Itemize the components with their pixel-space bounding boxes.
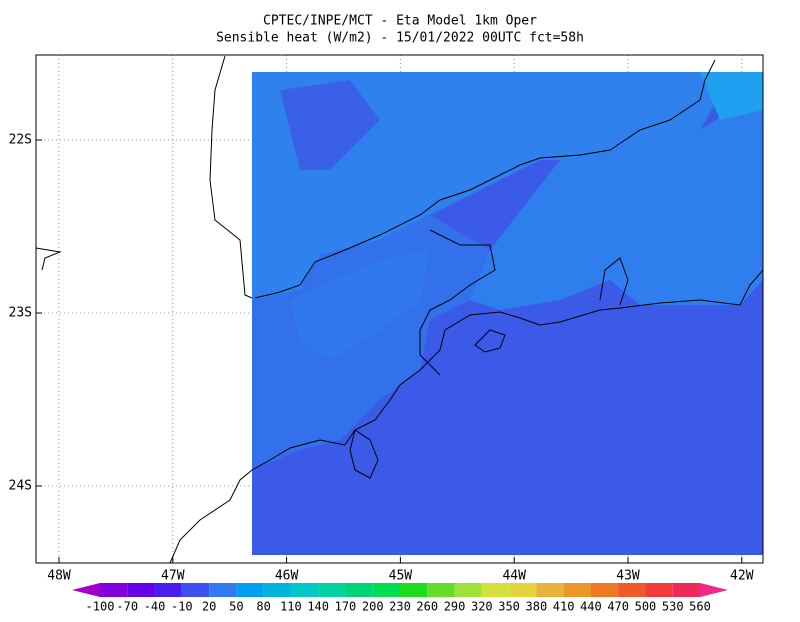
colorbar-arrow [700, 583, 728, 597]
lat-label: 24S [9, 479, 32, 494]
colorbar-box [618, 583, 646, 597]
colorbar-box [154, 583, 182, 597]
lon-label: 46W [275, 569, 299, 584]
colorbar-label: 200 [362, 600, 384, 614]
colorbar-box [290, 583, 319, 597]
colorbar-box [318, 583, 346, 597]
colorbar-label: 110 [280, 600, 302, 614]
colorbar-box [236, 583, 264, 597]
colorbar-box [427, 583, 455, 597]
colorbar-box [372, 583, 400, 597]
colorbar-label: 380 [526, 600, 548, 614]
lon-label: 48W [47, 569, 71, 584]
colorbar-box [127, 583, 155, 597]
field-patch [290, 250, 430, 360]
colorbar-box [209, 583, 237, 597]
state-border [419, 229, 496, 376]
field-land-east [470, 90, 763, 310]
colorbar-label: 170 [335, 600, 357, 614]
coastline [251, 269, 764, 471]
coastline [349, 429, 379, 479]
colorbar-label: 50 [229, 600, 243, 614]
colorbar-label: -10 [171, 600, 193, 614]
colorbar-box [672, 583, 700, 597]
colorbar-label: -70 [116, 600, 138, 614]
colorbar-box [345, 583, 373, 597]
lon-label: 42W [730, 569, 754, 584]
lon-label: 45W [389, 569, 413, 584]
colorbar-label: 500 [635, 600, 657, 614]
colorbar-label: 560 [689, 600, 711, 614]
title: CPTEC/INPE/MCT - Eta Model 1km Oper [263, 14, 537, 29]
colorbar-box [454, 583, 482, 597]
lon-label: 44W [502, 569, 526, 584]
colorbar-box [481, 583, 510, 597]
field-patch [700, 72, 763, 120]
colorbar-box [563, 583, 591, 597]
state-border [209, 55, 253, 299]
island [474, 329, 506, 353]
colorbar-label: 140 [307, 600, 329, 614]
lon-label: 43W [616, 569, 640, 584]
colorbar-box [590, 583, 619, 597]
colorbar-label: 80 [256, 600, 270, 614]
colorbar-box [509, 583, 537, 597]
colorbar-box [263, 583, 291, 597]
colorbar-label: -40 [144, 600, 166, 614]
colorbar-arrow [72, 583, 100, 597]
colorbar-label: 410 [553, 600, 575, 614]
colorbar-label: 440 [580, 600, 602, 614]
lagoon [599, 257, 629, 306]
colorbar-label: -100 [86, 600, 115, 614]
colorbar-box [100, 583, 128, 597]
border [35, 247, 62, 271]
colorbar-label: 290 [444, 600, 466, 614]
colorbar-label: 320 [471, 600, 493, 614]
state-border [254, 59, 716, 299]
colorbar-box [181, 583, 210, 597]
colorbar-label: 260 [416, 600, 438, 614]
lat-label: 23S [9, 306, 32, 321]
colorbar-label: 230 [389, 600, 411, 614]
coastline [169, 469, 253, 564]
subtitle: Sensible heat (W/m2) - 15/01/2022 00UTC … [216, 31, 584, 46]
colorbar: -100 -70 -40 -10 20 50 80 110 140 170 200 230 260 290… [72, 583, 728, 614]
colorbar-label: 20 [202, 600, 216, 614]
field-land-south [252, 215, 490, 470]
lon-label: 47W [161, 569, 185, 584]
colorbar-box [645, 583, 673, 597]
colorbar-box [536, 583, 564, 597]
colorbar-label: 470 [607, 600, 629, 614]
colorbar-box [400, 583, 428, 597]
colorbar-label: 530 [662, 600, 684, 614]
colorbar-label: 350 [498, 600, 520, 614]
map-frame [35, 54, 764, 564]
field-patch [280, 80, 380, 170]
lat-label: 22S [9, 133, 32, 148]
